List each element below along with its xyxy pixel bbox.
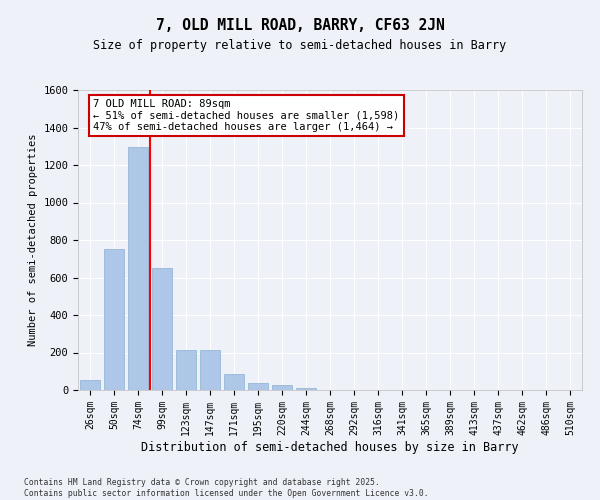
Bar — [80, 380, 100, 390]
Bar — [104, 250, 124, 390]
Bar — [224, 374, 244, 390]
Bar — [272, 386, 292, 390]
X-axis label: Distribution of semi-detached houses by size in Barry: Distribution of semi-detached houses by … — [141, 440, 519, 454]
Text: 7 OLD MILL ROAD: 89sqm
← 51% of semi-detached houses are smaller (1,598)
47% of : 7 OLD MILL ROAD: 89sqm ← 51% of semi-det… — [93, 99, 400, 132]
Bar — [296, 388, 316, 390]
Text: 7, OLD MILL ROAD, BARRY, CF63 2JN: 7, OLD MILL ROAD, BARRY, CF63 2JN — [155, 18, 445, 32]
Text: Contains HM Land Registry data © Crown copyright and database right 2025.
Contai: Contains HM Land Registry data © Crown c… — [24, 478, 428, 498]
Y-axis label: Number of semi-detached properties: Number of semi-detached properties — [28, 134, 38, 346]
Bar — [200, 350, 220, 390]
Bar — [248, 384, 268, 390]
Text: Size of property relative to semi-detached houses in Barry: Size of property relative to semi-detach… — [94, 39, 506, 52]
Bar — [128, 147, 148, 390]
Bar — [176, 350, 196, 390]
Bar — [152, 268, 172, 390]
